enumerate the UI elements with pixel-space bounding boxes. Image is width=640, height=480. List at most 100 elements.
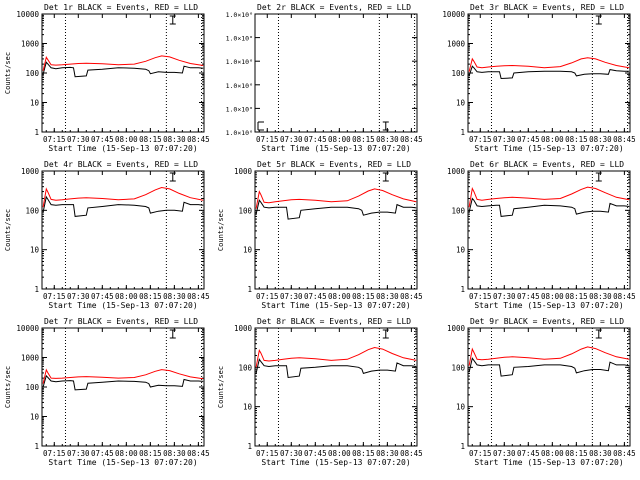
interval-marker — [169, 329, 176, 339]
panel-title: Det 3r BLACK = Events, RED = LLD — [470, 3, 624, 12]
y-tick-label: 10 — [456, 246, 466, 255]
series-line-events — [468, 357, 630, 377]
x-tick-label: 08:15 — [139, 449, 162, 458]
panel-title: Det 6r BLACK = Events, RED = LLD — [470, 160, 624, 169]
y-tick-label: 100 — [25, 69, 39, 78]
x-tick-label: 08:00 — [541, 292, 564, 301]
y-tick-label: 10000 — [16, 324, 39, 333]
y-tick-label: 1000 — [447, 167, 466, 176]
x-tick-label: 07:15 — [256, 449, 279, 458]
x-tick-label: 07:30 — [280, 449, 303, 458]
panel-title: Det 4r BLACK = Events, RED = LLD — [44, 160, 198, 169]
x-tick-label: 08:00 — [541, 135, 564, 144]
x-tick-label: 08:00 — [541, 449, 564, 458]
y-tick-label: 1.0×10° — [226, 82, 253, 90]
y-tick-label: 10 — [30, 413, 40, 422]
series-line-events — [42, 61, 204, 78]
y-tick-label: 1000 — [21, 40, 40, 49]
series-line-lld — [42, 55, 204, 71]
series-line-events — [468, 197, 630, 217]
y-tick-label: 1.0×10° — [226, 129, 253, 137]
x-tick-label: 08:15 — [139, 135, 162, 144]
x-tick-label: 07:15 — [256, 135, 279, 144]
y-tick-label: 1.0×10° — [226, 35, 253, 43]
y-tick-label: 1000 — [21, 354, 40, 363]
x-tick-label: 08:00 — [115, 292, 138, 301]
plot-frame — [254, 327, 418, 447]
y-tick-label: 1000 — [447, 40, 466, 49]
x-tick-label: 08:15 — [139, 292, 162, 301]
x-tick-label: 07:45 — [517, 135, 540, 144]
interval-marker — [257, 121, 264, 131]
y-tick-label: 100 — [451, 69, 465, 78]
y-tick-label: 1 — [247, 442, 252, 451]
y-tick-label: 1 — [460, 285, 465, 294]
interval-marker — [595, 329, 602, 339]
panel-title: Det 9r BLACK = Events, RED = LLD — [470, 317, 624, 326]
x-tick-label: 07:45 — [517, 449, 540, 458]
y-tick-label: 10 — [456, 403, 466, 412]
x-tick-label: 08:15 — [352, 292, 375, 301]
y-tick-label: 1.0×10° — [226, 58, 253, 66]
x-tick-label: 07:15 — [43, 449, 66, 458]
x-tick-label: 08:15 — [565, 135, 588, 144]
interval-marker — [169, 15, 176, 25]
x-tick-label: 07:30 — [67, 449, 90, 458]
y-tick-label: 10000 — [442, 10, 465, 19]
y-tick-label: 100 — [451, 206, 465, 215]
series-line-events — [255, 358, 417, 379]
y-tick-label: 1 — [460, 128, 465, 137]
y-axis-label: Counts/sec — [217, 209, 225, 251]
detector-panel: Det 7r BLACK = Events, RED = LLD 07:15 07:… — [4, 317, 210, 467]
interval-marker — [382, 121, 389, 131]
series-line-events — [42, 374, 204, 391]
x-tick-label: 08:45 — [187, 135, 210, 144]
panel-title: Det 2r BLACK = Events, RED = LLD — [257, 3, 411, 12]
x-tick-label: 07:15 — [43, 292, 66, 301]
y-tick-label: 1000 — [234, 167, 253, 176]
plot-frame — [467, 170, 631, 290]
x-tick-label: 07:15 — [469, 449, 492, 458]
y-tick-label: 100 — [238, 363, 252, 372]
x-tick-label: 08:45 — [613, 292, 636, 301]
y-tick-label: 100 — [25, 383, 39, 392]
y-tick-label: 10 — [456, 99, 466, 108]
y-tick-label: 1 — [34, 285, 39, 294]
x-axis-label: Start Time (15-Sep-13 07:07:20) — [261, 458, 410, 467]
panel-title: Det 1r BLACK = Events, RED = LLD — [44, 3, 198, 12]
y-tick-label: 1.0×10° — [226, 11, 253, 19]
x-tick-label: 07:30 — [493, 292, 516, 301]
x-tick-label: 07:45 — [517, 292, 540, 301]
x-tick-label: 07:45 — [304, 135, 327, 144]
x-tick-label: 08:15 — [565, 449, 588, 458]
panel-title: Det 7r BLACK = Events, RED = LLD — [44, 317, 198, 326]
interval-marker — [595, 15, 602, 25]
series-line-events — [42, 195, 204, 217]
x-tick-label: 08:30 — [163, 449, 186, 458]
x-tick-label: 07:15 — [469, 292, 492, 301]
y-tick-label: 100 — [238, 206, 252, 215]
x-tick-label: 08:00 — [115, 449, 138, 458]
series-line-events — [468, 65, 630, 80]
x-axis-label: Start Time (15-Sep-13 07:07:20) — [474, 301, 623, 310]
y-tick-label: 10000 — [16, 10, 39, 19]
panel-title: Det 8r BLACK = Events, RED = LLD — [257, 317, 411, 326]
x-tick-label: 08:30 — [376, 292, 399, 301]
x-tick-label: 07:15 — [256, 292, 279, 301]
series-line-lld — [42, 368, 204, 384]
x-axis-label: Start Time (15-Sep-13 07:07:20) — [48, 458, 197, 467]
series-line-lld — [468, 57, 630, 72]
x-tick-label: 07:30 — [67, 292, 90, 301]
x-tick-label: 08:45 — [187, 292, 210, 301]
y-tick-label: 1 — [34, 128, 39, 137]
interval-marker — [382, 172, 389, 182]
x-tick-label: 07:45 — [91, 292, 114, 301]
y-tick-label: 1000 — [234, 324, 253, 333]
series-line-lld — [468, 346, 630, 366]
y-axis-label: Counts/sec — [4, 366, 12, 408]
